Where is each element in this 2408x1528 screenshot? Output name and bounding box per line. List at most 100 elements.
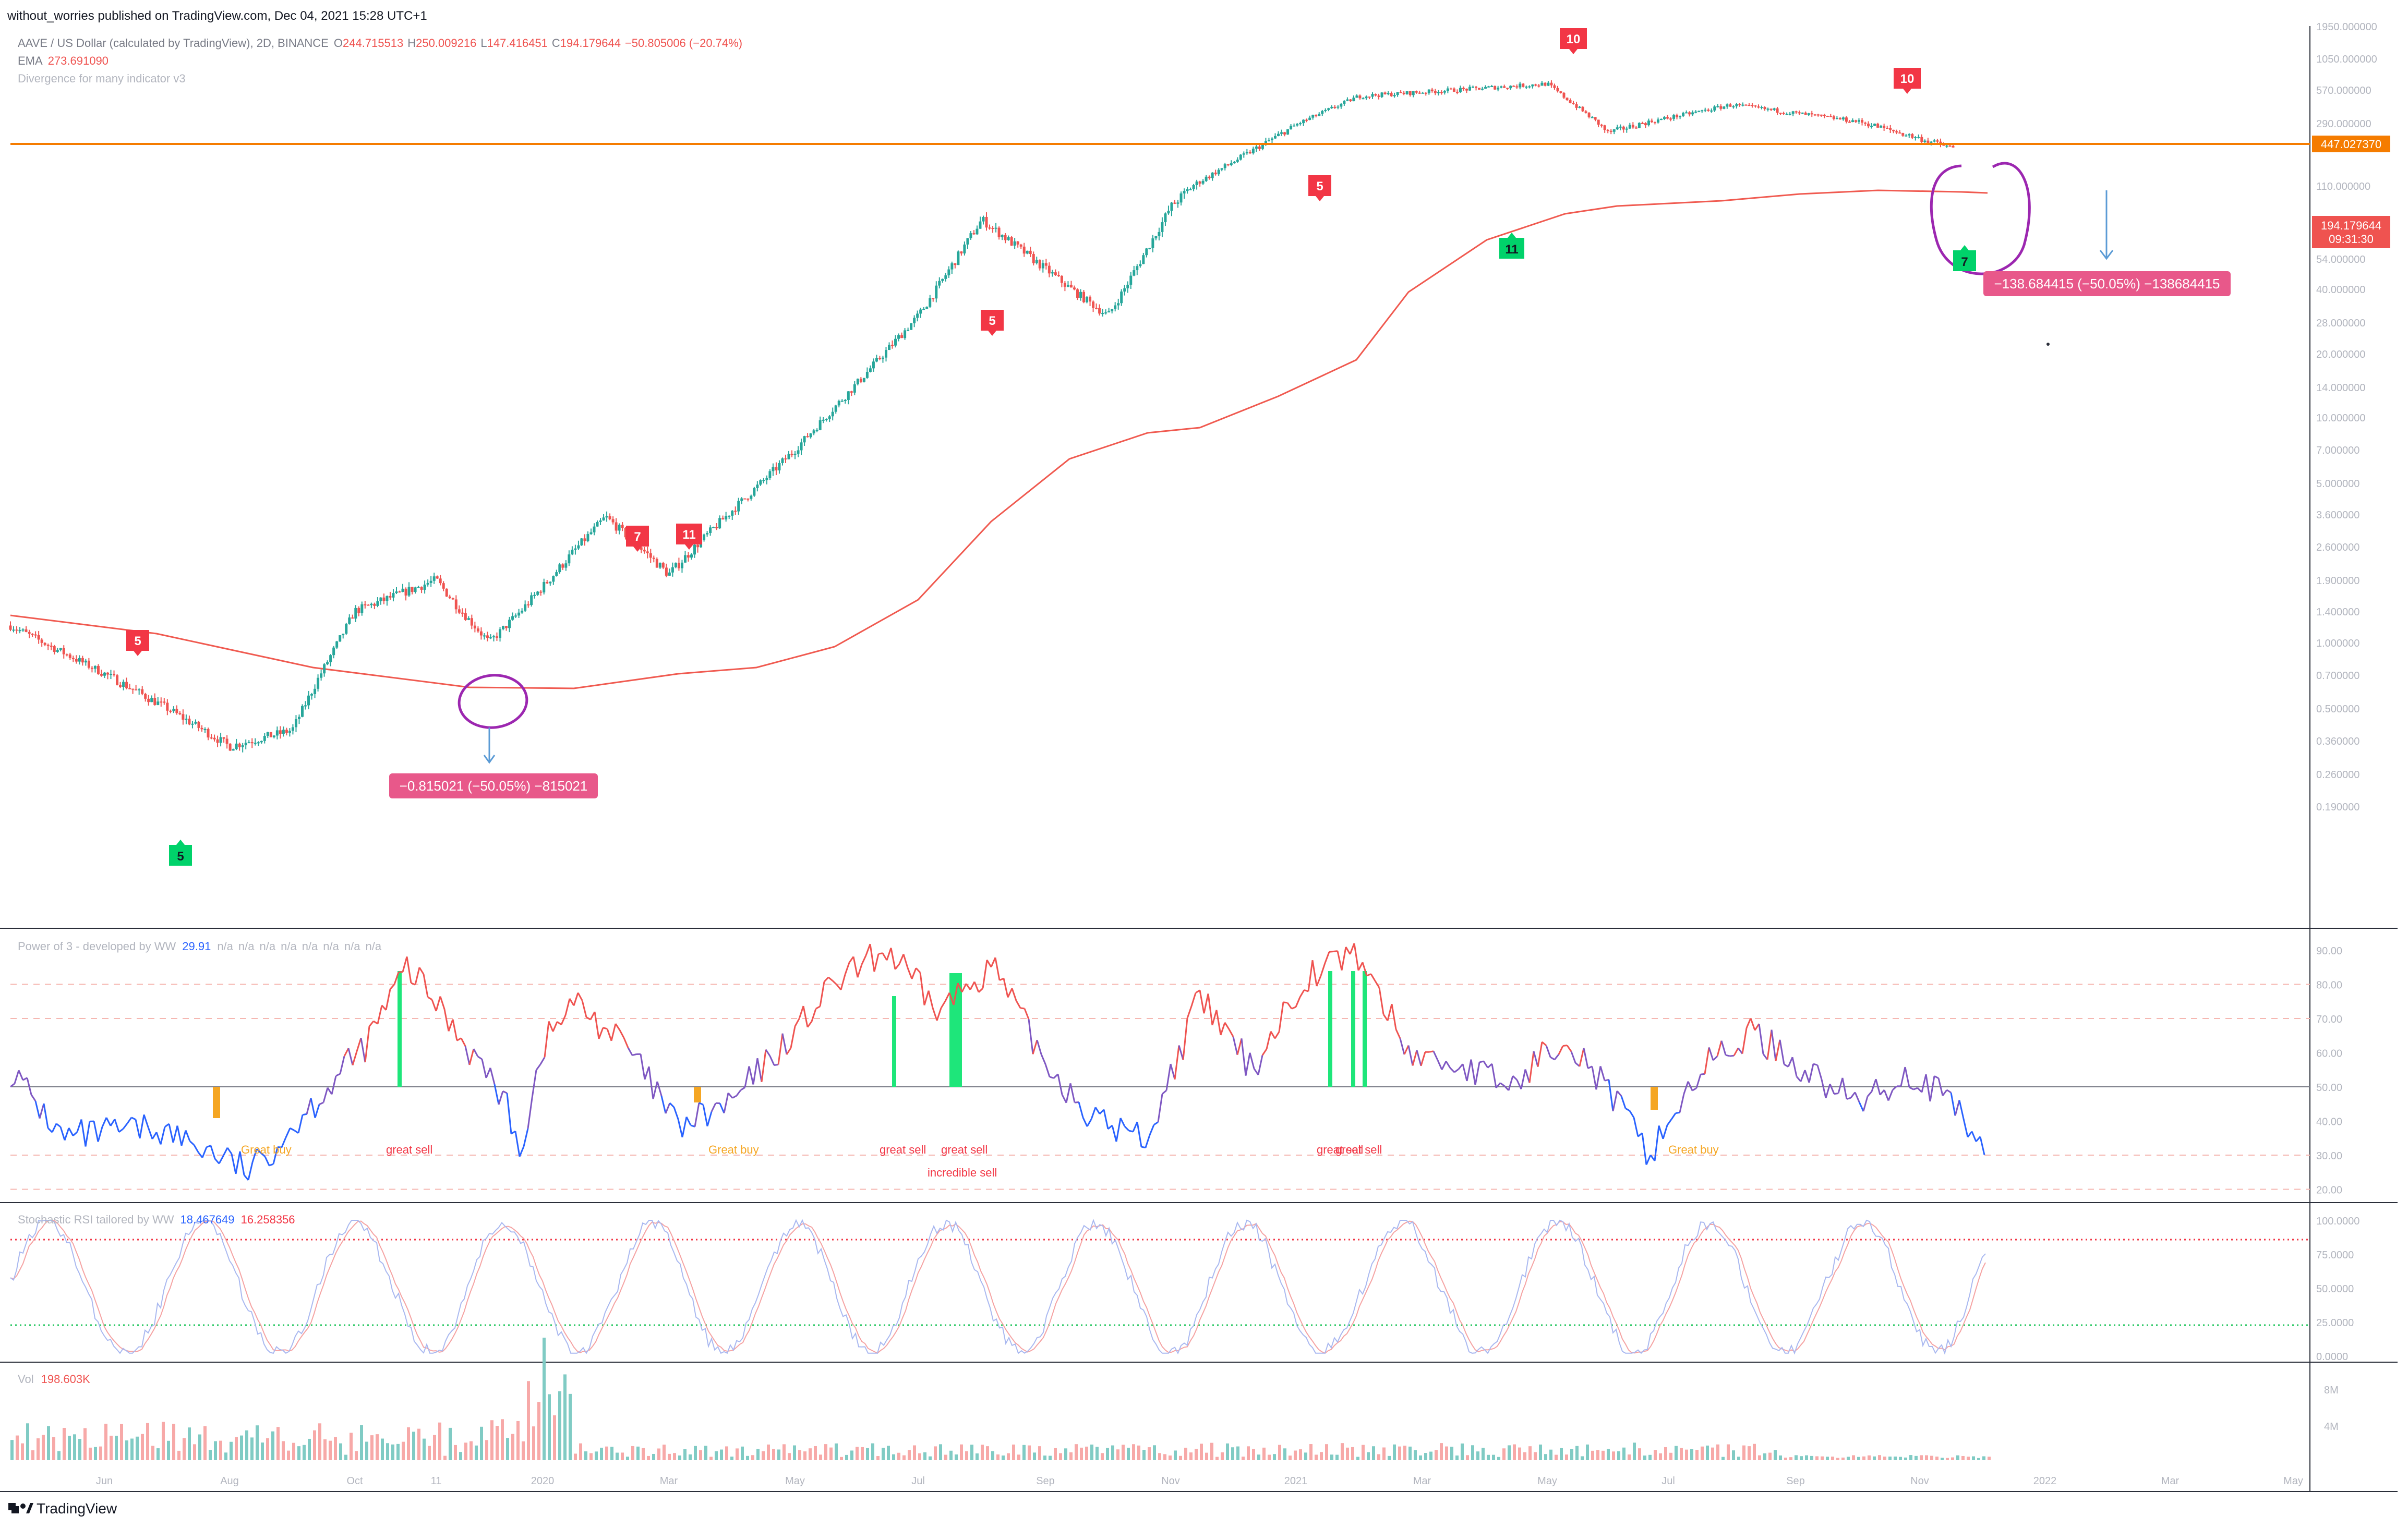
- candle-body: [454, 599, 457, 610]
- candle-body: [395, 591, 398, 593]
- ema-line: [10, 189, 1988, 689]
- volume-bar: [490, 1420, 493, 1460]
- volume-bar: [824, 1444, 827, 1460]
- drawings[interactable]: −0.815021 (−50.05%) −815021 −138.684415 …: [389, 162, 2231, 798]
- candle-body: [263, 736, 266, 741]
- candle-body: [1340, 103, 1343, 107]
- tradingview-logo[interactable]: TradingView: [8, 1500, 117, 1517]
- volume-bar: [589, 1453, 593, 1460]
- candle-body: [1719, 106, 1723, 109]
- candle-body: [150, 698, 153, 702]
- volume-bar: [1356, 1457, 1359, 1460]
- candle-body: [1484, 87, 1487, 89]
- power-of-3-pane[interactable]: Power of 3 - developed by WW 29.91 n/a n/a n…: [10, 940, 2342, 1196]
- volume-bar: [1591, 1450, 1594, 1460]
- candle-body: [1666, 117, 1669, 119]
- candle-body: [712, 527, 715, 528]
- candle-body: [916, 313, 919, 318]
- volume-bar: [480, 1426, 483, 1460]
- volume-bar: [454, 1445, 457, 1460]
- annotation-incredible-sell: incredible sell: [928, 1166, 997, 1179]
- price-axis-label: 20.000000: [2316, 349, 2366, 360]
- volume-bar: [918, 1453, 921, 1460]
- candle-body: [1079, 292, 1082, 298]
- candle-body: [976, 228, 979, 235]
- candle-body: [1352, 98, 1355, 102]
- candle-body: [12, 629, 15, 631]
- candle-body: [228, 744, 232, 751]
- candle-body: [68, 654, 71, 658]
- volume-bar: [522, 1441, 525, 1460]
- volume-bar: [730, 1457, 733, 1460]
- candle-body: [1773, 108, 1776, 110]
- volume-bar: [459, 1452, 462, 1460]
- volume-bar: [1054, 1448, 1057, 1460]
- candle-body: [1494, 86, 1497, 90]
- volume-bar: [762, 1451, 765, 1460]
- time-axis[interactable]: Jun Aug Oct 11 2020 Mar May Jul Sep Nov 2021 Mar May…: [96, 1475, 2303, 1487]
- candle-body: [1371, 94, 1374, 97]
- volume-bar: [350, 1433, 353, 1460]
- volume-bar: [563, 1374, 567, 1460]
- volume-bar: [1795, 1455, 1798, 1460]
- volume-bar: [1680, 1448, 1683, 1460]
- candle-body: [546, 581, 549, 584]
- candle-body: [169, 710, 172, 712]
- candle-body: [43, 642, 46, 645]
- power-levels: [10, 984, 2310, 1190]
- volume-bar: [250, 1437, 254, 1460]
- power-axis: 90.00 80.00 70.00 60.00 50.00 40.00 30.00 20.00: [2316, 945, 2342, 1196]
- volume-bar: [1393, 1444, 1396, 1460]
- candle-body: [1763, 107, 1766, 110]
- volume-bar: [1320, 1452, 1323, 1460]
- volume-bar: [1169, 1455, 1172, 1460]
- volume-bar: [1268, 1454, 1271, 1460]
- candle-body: [310, 694, 314, 696]
- candle-body: [781, 458, 784, 463]
- candle-body: [1286, 129, 1290, 135]
- candle-body: [382, 597, 386, 601]
- candle-body: [116, 675, 119, 685]
- price-axis-label: 7.000000: [2316, 445, 2359, 456]
- volume-bar: [1695, 1450, 1699, 1460]
- volume-bar: [543, 1338, 546, 1460]
- candle-body: [1525, 86, 1528, 88]
- volume-bar: [949, 1450, 953, 1460]
- candle-body: [1013, 241, 1016, 246]
- candle-body: [1220, 168, 1223, 170]
- candle-body: [1230, 163, 1233, 165]
- candle-body: [1534, 84, 1537, 86]
- stoch-rsi-pane[interactable]: Stochastic RSI tailored by WW 18.467649 16…: [10, 1213, 2359, 1363]
- volume-bar: [151, 1446, 154, 1460]
- candle-body: [1248, 152, 1251, 154]
- candle-body: [1716, 106, 1719, 107]
- candle-body: [944, 275, 947, 279]
- candle-body: [1154, 236, 1158, 239]
- candle-body: [1158, 232, 1161, 236]
- candle-body: [793, 454, 797, 455]
- candle-body: [772, 467, 775, 471]
- candle-body: [1114, 305, 1117, 309]
- candle-body: [1318, 114, 1321, 116]
- volume-bar: [1539, 1444, 1542, 1460]
- price-axis-label: 0.360000: [2316, 736, 2359, 747]
- volume-bar: [37, 1438, 40, 1460]
- volume-pane[interactable]: Vol 198.603K 8M 4M: [10, 1338, 2339, 1460]
- volume-bar: [699, 1450, 702, 1460]
- candle-body: [216, 739, 219, 743]
- volume-bar: [1002, 1455, 1005, 1460]
- candle-body: [1111, 309, 1114, 311]
- candle-body: [1321, 111, 1324, 114]
- candle-body: [1948, 145, 1952, 147]
- time-axis-label: 2021: [1284, 1475, 1308, 1487]
- candle-body: [1186, 189, 1189, 191]
- volume-bar: [1325, 1444, 1328, 1460]
- candle-body: [618, 525, 621, 531]
- price-axis-label: 3.600000: [2316, 510, 2359, 521]
- candle-body: [1751, 105, 1754, 106]
- volume-bar: [1377, 1454, 1380, 1460]
- candle-body: [568, 554, 571, 564]
- candle-body: [897, 335, 900, 339]
- volume-axis-4m: 4M: [2324, 1421, 2339, 1433]
